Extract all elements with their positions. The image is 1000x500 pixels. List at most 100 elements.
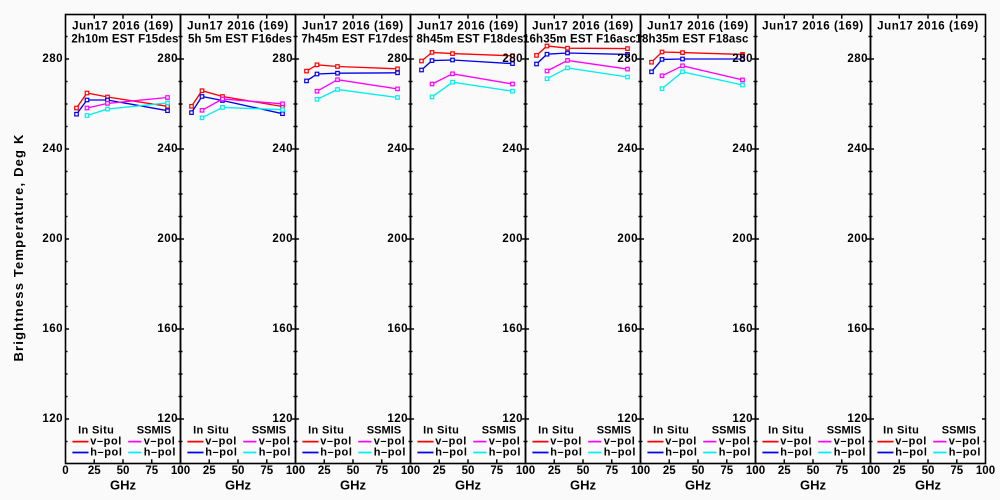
svg-text:100: 100	[171, 465, 190, 477]
svg-text:v–pol: v–pol	[719, 436, 751, 448]
svg-text:120: 120	[387, 413, 408, 425]
svg-text:280: 280	[42, 53, 63, 65]
svg-text:240: 240	[847, 143, 868, 155]
svg-text:75: 75	[145, 465, 158, 477]
svg-text:Jun17 2016 (169): Jun17 2016 (169)	[877, 20, 979, 32]
svg-text:200: 200	[272, 233, 293, 245]
svg-text:50: 50	[117, 465, 130, 477]
svg-text:GHz: GHz	[225, 478, 252, 493]
svg-text:100: 100	[861, 465, 880, 477]
svg-text:h–pol: h–pol	[144, 447, 176, 459]
svg-text:25: 25	[893, 465, 906, 477]
svg-text:160: 160	[387, 323, 408, 335]
svg-text:In Situ: In Situ	[193, 425, 229, 437]
svg-text:0: 0	[752, 465, 758, 477]
svg-text:75: 75	[260, 465, 273, 477]
svg-text:In Situ: In Situ	[78, 425, 114, 437]
svg-text:25: 25	[778, 465, 791, 477]
svg-text:GHz: GHz	[800, 478, 827, 493]
svg-text:In Situ: In Situ	[653, 425, 689, 437]
svg-text:100: 100	[401, 465, 420, 477]
svg-text:In Situ: In Situ	[423, 425, 459, 437]
svg-text:h–pol: h–pol	[895, 447, 927, 459]
svg-text:240: 240	[272, 143, 293, 155]
svg-text:75: 75	[490, 465, 503, 477]
svg-text:h–pol: h–pol	[90, 447, 122, 459]
svg-text:v–pol: v–pol	[435, 436, 467, 448]
svg-text:50: 50	[577, 465, 590, 477]
svg-text:160: 160	[157, 323, 178, 335]
svg-text:200: 200	[502, 233, 523, 245]
svg-text:5h 5m EST F16des: 5h 5m EST F16des	[188, 34, 292, 46]
svg-text:v–pol: v–pol	[259, 436, 291, 448]
svg-text:v–pol: v–pol	[205, 436, 237, 448]
svg-text:200: 200	[42, 233, 63, 245]
svg-text:h–pol: h–pol	[374, 447, 406, 459]
svg-text:280: 280	[272, 53, 293, 65]
svg-text:0: 0	[637, 465, 643, 477]
svg-text:120: 120	[617, 413, 638, 425]
svg-text:240: 240	[617, 143, 638, 155]
svg-text:120: 120	[157, 413, 178, 425]
svg-text:SSMIS: SSMIS	[597, 425, 631, 437]
svg-text:SSMIS: SSMIS	[827, 425, 861, 437]
svg-text:160: 160	[847, 323, 868, 335]
svg-text:h–pol: h–pol	[604, 447, 636, 459]
svg-text:GHz: GHz	[570, 478, 597, 493]
svg-text:240: 240	[502, 143, 523, 155]
svg-text:240: 240	[387, 143, 408, 155]
svg-text:0: 0	[867, 465, 873, 477]
svg-text:Jun17 2016 (169): Jun17 2016 (169)	[187, 20, 289, 32]
svg-text:25: 25	[433, 465, 446, 477]
svg-text:7h45m EST F17des: 7h45m EST F17des	[301, 34, 408, 46]
svg-text:240: 240	[42, 143, 63, 155]
svg-text:h–pol: h–pol	[435, 447, 467, 459]
svg-text:h–pol: h–pol	[205, 447, 237, 459]
svg-text:GHz: GHz	[455, 478, 482, 493]
svg-text:v–pol: v–pol	[780, 436, 812, 448]
svg-text:v–pol: v–pol	[895, 436, 927, 448]
svg-text:h–pol: h–pol	[320, 447, 352, 459]
svg-text:Jun17 2016 (169): Jun17 2016 (169)	[302, 20, 404, 32]
svg-text:50: 50	[462, 465, 475, 477]
svg-text:SSMIS: SSMIS	[482, 425, 516, 437]
svg-text:200: 200	[157, 233, 178, 245]
svg-text:8h45m EST F18des: 8h45m EST F18des	[416, 34, 523, 46]
svg-text:160: 160	[502, 323, 523, 335]
svg-text:25: 25	[318, 465, 331, 477]
svg-text:200: 200	[387, 233, 408, 245]
svg-text:75: 75	[720, 465, 733, 477]
svg-text:h–pol: h–pol	[780, 447, 812, 459]
svg-text:25: 25	[203, 465, 216, 477]
svg-text:Jun17 2016 (169): Jun17 2016 (169)	[647, 20, 749, 32]
svg-text:75: 75	[835, 465, 848, 477]
svg-text:h–pol: h–pol	[550, 447, 582, 459]
svg-text:200: 200	[847, 233, 868, 245]
svg-text:In Situ: In Situ	[308, 425, 344, 437]
svg-text:120: 120	[732, 413, 753, 425]
svg-text:v–pol: v–pol	[320, 436, 352, 448]
svg-text:GHz: GHz	[340, 478, 367, 493]
svg-text:2h10m EST F15des: 2h10m EST F15des	[71, 34, 178, 46]
svg-text:v–pol: v–pol	[90, 436, 122, 448]
svg-text:75: 75	[605, 465, 618, 477]
svg-text:SSMIS: SSMIS	[942, 425, 976, 437]
svg-text:18h35m EST F18asc: 18h35m EST F18asc	[635, 34, 749, 46]
svg-text:h–pol: h–pol	[719, 447, 751, 459]
svg-text:h–pol: h–pol	[259, 447, 291, 459]
svg-text:280: 280	[157, 53, 178, 65]
svg-text:75: 75	[375, 465, 388, 477]
svg-text:0: 0	[177, 465, 183, 477]
svg-text:h–pol: h–pol	[949, 447, 981, 459]
svg-text:Jun17 2016 (169): Jun17 2016 (169)	[532, 20, 634, 32]
svg-text:50: 50	[692, 465, 705, 477]
svg-text:h–pol: h–pol	[489, 447, 521, 459]
svg-text:h–pol: h–pol	[665, 447, 697, 459]
svg-text:SSMIS: SSMIS	[712, 425, 746, 437]
svg-text:240: 240	[157, 143, 178, 155]
svg-text:0: 0	[292, 465, 298, 477]
svg-text:280: 280	[732, 53, 753, 65]
svg-text:25: 25	[548, 465, 561, 477]
svg-text:0: 0	[522, 465, 528, 477]
svg-text:200: 200	[617, 233, 638, 245]
